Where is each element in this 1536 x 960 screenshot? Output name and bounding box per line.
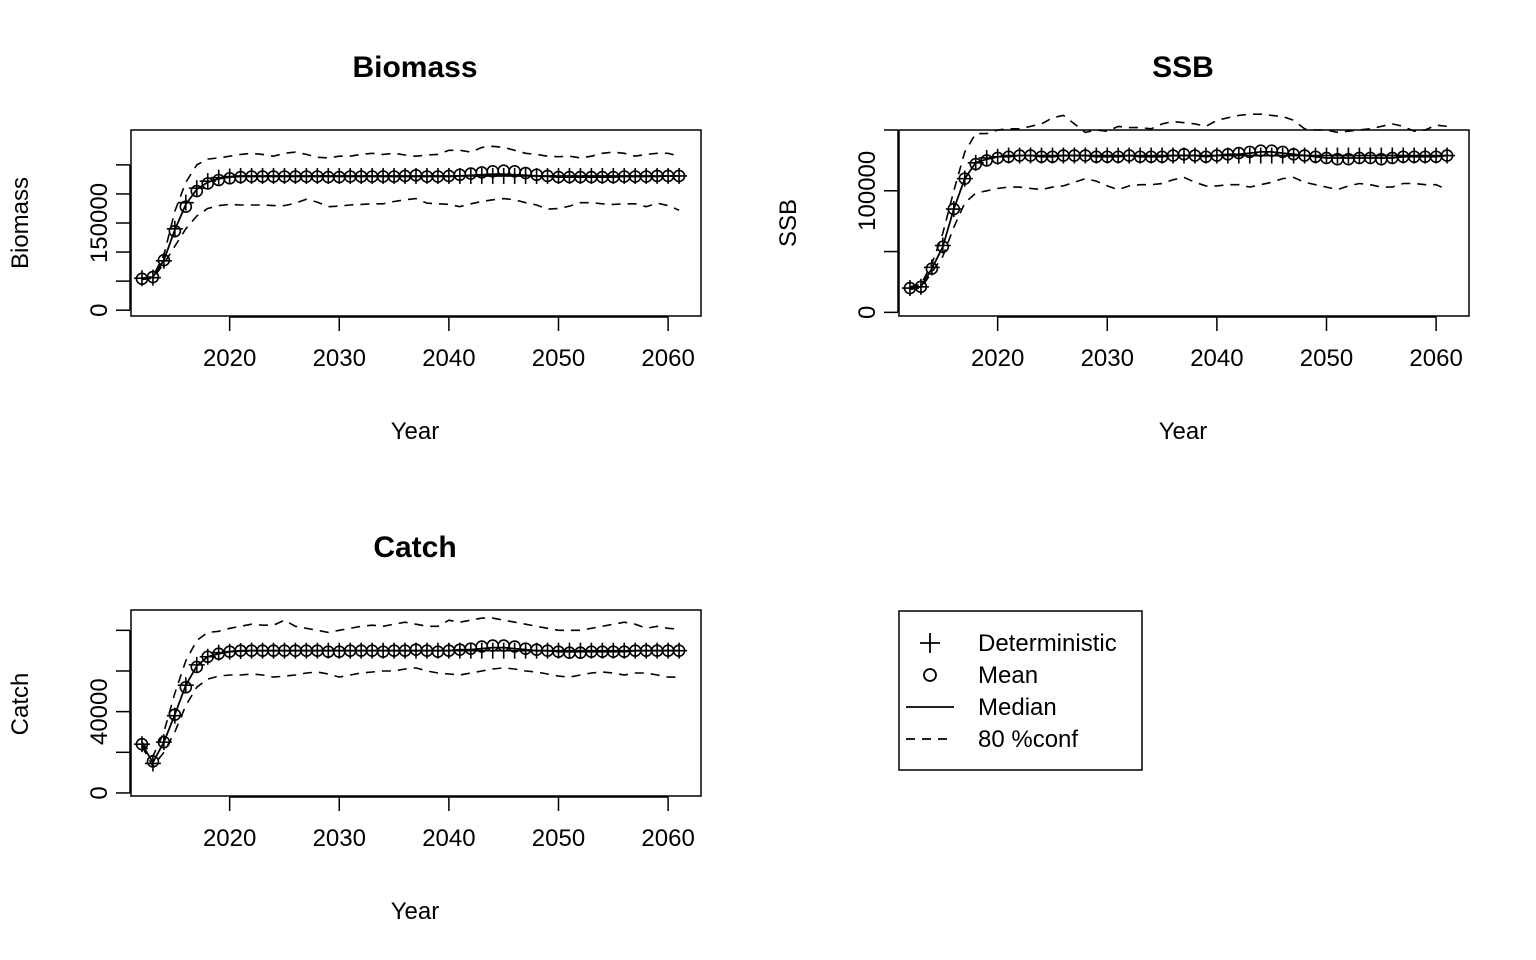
catch-x-tick-label: 2040 — [422, 825, 475, 852]
ssb-y-tick-label: 0 — [854, 306, 881, 319]
biomass-x-tick-label: 2050 — [532, 345, 585, 372]
biomass-mean-point — [672, 169, 686, 183]
biomass-marks: 2020 2030 2040 2050 2060 0 150000 — [86, 145, 695, 372]
ssb-mean-point — [936, 240, 950, 254]
ssb-mean-point — [958, 172, 972, 185]
catch-marks: 2020 2030 2040 2050 2060 0 40000 — [86, 617, 695, 852]
biomass-y-tick-label: 150000 — [86, 183, 113, 263]
catch-mean-point — [179, 680, 193, 694]
biomass-mean-point — [168, 224, 182, 238]
ssb-marks: 2020 2030 2040 2050 2060 0 100000 — [854, 113, 1463, 372]
biomass-plot-box — [130, 129, 702, 317]
catch-xlabel: Year — [391, 898, 440, 925]
ssb-mean-point — [947, 202, 961, 216]
biomass-x-tick-label: 2020 — [203, 345, 256, 372]
ssb-mean-point — [1440, 149, 1454, 162]
catch-x-tick-label: 2060 — [641, 825, 694, 852]
biomass-x-tick-label: 2060 — [641, 345, 694, 372]
catch-x-tick-label: 2050 — [532, 825, 585, 852]
legend-circle-icon — [923, 668, 937, 682]
ssb-x-tick-label: 2020 — [971, 345, 1024, 372]
legend-box — [898, 610, 1143, 771]
biomass-mean-point — [179, 200, 193, 214]
biomass-x-tick-label: 2030 — [313, 345, 366, 372]
catch-panel: Catch Year Catch 2020 2030 2040 2050 2060 0 40… — [7, 531, 702, 925]
ssb-mean-point — [914, 280, 928, 294]
catch-mean-point — [190, 660, 204, 674]
biomass-title: Biomass — [352, 51, 477, 84]
catch-mean-point — [135, 737, 149, 751]
biomass-mean-point — [157, 253, 171, 267]
legend: Deterministic Mean Median 80 %conf — [898, 610, 1143, 771]
ssb-plot-box — [898, 129, 1470, 317]
catch-ylabel: Catch — [7, 673, 34, 736]
catch-mean-point — [672, 644, 686, 657]
catch-x-tick-label: 2030 — [313, 825, 366, 852]
biomass-deterministic-point — [177, 194, 194, 211]
biomass-panel: Biomass Year Biomass 2020 2030 2040 2050 206… — [7, 51, 702, 445]
catch-y-tick-label: 40000 — [86, 678, 113, 745]
ssb-ylabel: SSB — [775, 199, 802, 247]
legend-label-deterministic: Deterministic — [978, 630, 1117, 657]
ssb-conf-line-4 — [909, 176, 1448, 291]
catch-y-tick-label: 0 — [86, 786, 113, 799]
ssb-conf-line-3 — [909, 113, 1448, 288]
catch-x-tick-label: 2020 — [203, 825, 256, 852]
legend-label-conf: 80 %conf — [978, 726, 1078, 753]
ssb-panel: SSB Year SSB 2020 2030 2040 2050 2060 0 100000 — [775, 51, 1470, 445]
catch-mean-point — [157, 735, 171, 749]
ssb-mean-point — [925, 262, 939, 275]
ssb-x-tick-label: 2050 — [1300, 345, 1353, 372]
catch-mean-point — [168, 708, 182, 721]
biomass-conf-line-4 — [141, 197, 680, 281]
catch-mean-point — [146, 755, 160, 768]
ssb-y-tick-label: 100000 — [854, 151, 881, 231]
biomass-mean-point — [201, 177, 215, 190]
ssb-title: SSB — [1152, 51, 1214, 84]
catch-title: Catch — [373, 531, 456, 564]
catch-plot-box — [130, 609, 702, 797]
legend-label-median: Median — [978, 694, 1057, 721]
biomass-ylabel: Biomass — [7, 177, 34, 269]
ssb-mean-point — [969, 157, 983, 171]
legend-plus-icon — [920, 633, 940, 653]
biomass-xlabel: Year — [391, 418, 440, 445]
ssb-x-tick-label: 2060 — [1409, 345, 1462, 372]
ssb-x-tick-label: 2030 — [1081, 345, 1134, 372]
catch-conf-line-4 — [141, 667, 680, 768]
biomass-mean-point — [190, 184, 204, 198]
biomass-mean-point — [146, 270, 160, 284]
ssb-xlabel: Year — [1159, 418, 1208, 445]
biomass-y-tick-label: 0 — [86, 304, 113, 317]
catch-conf-line-3 — [141, 617, 680, 758]
legend-label-mean: Mean — [978, 662, 1038, 689]
biomass-x-tick-label: 2040 — [422, 345, 475, 372]
ssb-x-tick-label: 2040 — [1190, 345, 1243, 372]
biomass-conf-line-3 — [141, 145, 680, 279]
